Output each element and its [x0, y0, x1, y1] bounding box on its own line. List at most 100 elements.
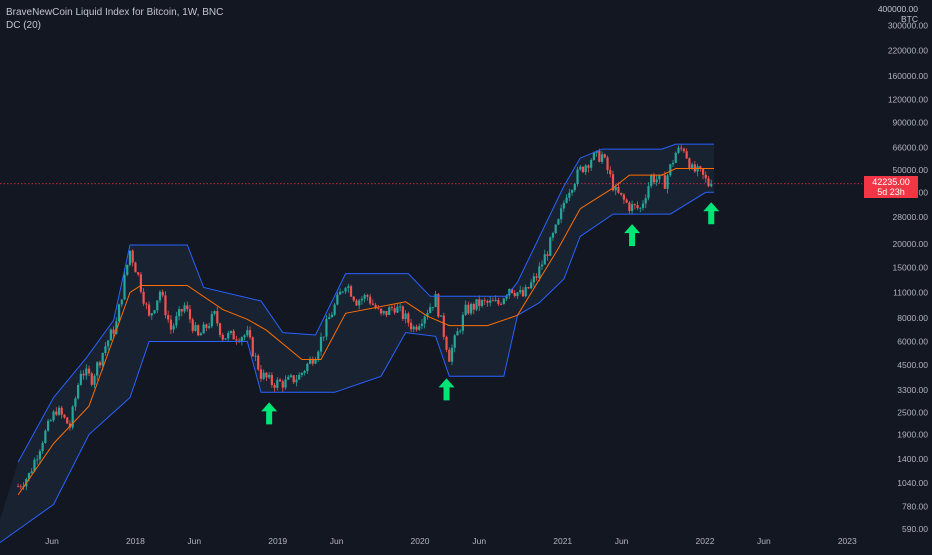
candle-body: [388, 307, 391, 316]
candle-body: [254, 355, 257, 357]
y-tick-label: 15000.00: [893, 262, 929, 272]
candle-body: [336, 294, 339, 305]
candle-body: [115, 321, 118, 334]
candle-body: [420, 323, 424, 327]
candle-body: [147, 304, 151, 316]
candle-body: [77, 384, 80, 399]
y-tick-label: 780.00: [902, 501, 928, 511]
buy-arrow-icon: [624, 224, 641, 247]
candle-body: [74, 398, 77, 407]
candle-body: [19, 486, 22, 488]
candle-body: [404, 313, 407, 320]
candle-body: [377, 308, 380, 310]
candle-body: [93, 375, 96, 385]
candle-body: [183, 305, 186, 312]
candle-body: [393, 308, 396, 313]
y-tick-label: 90000.00: [893, 118, 929, 128]
candle-body: [494, 299, 497, 302]
candle-body: [169, 319, 173, 330]
candle-body: [521, 290, 525, 297]
candle-body: [516, 292, 519, 297]
candle-body: [49, 420, 52, 422]
y-tick-label: 28000.00: [893, 212, 929, 222]
candle-body: [235, 339, 238, 341]
candle-body: [112, 329, 115, 334]
candle-body: [240, 337, 243, 342]
candle-body: [180, 309, 183, 312]
candle-body: [565, 197, 568, 203]
candle-body: [475, 299, 478, 310]
candle-body: [469, 303, 473, 314]
candle-body: [450, 347, 454, 362]
candle-body: [630, 204, 634, 211]
candle-body: [268, 374, 271, 378]
candle-body: [628, 202, 631, 211]
axis-unit-label: BTC: [901, 14, 918, 24]
candle-body: [101, 352, 104, 366]
candle-body: [82, 373, 85, 376]
y-tick-label: 50000.00: [893, 165, 929, 175]
last-price-tag[interactable]: 42235.00 5d 23h: [864, 175, 918, 198]
buy-arrow-icon: [703, 202, 720, 225]
candle-body: [243, 335, 246, 338]
candle-body: [194, 325, 197, 331]
candle-body: [671, 162, 675, 165]
y-tick-label: 300000.00: [888, 20, 928, 30]
candle-body: [532, 276, 535, 283]
candle-body: [680, 147, 683, 149]
candle-body: [505, 295, 508, 299]
chart-title[interactable]: BraveNewCoin Liquid Index for Bitcoin, 1…: [6, 7, 224, 18]
candle-body: [467, 304, 470, 314]
y-tick-label: 1040.00: [897, 478, 928, 488]
candle-body: [270, 374, 273, 385]
x-tick-label: Jun: [472, 536, 486, 546]
candle-body: [636, 205, 639, 209]
candle-body: [298, 374, 301, 380]
candle-body: [128, 250, 132, 265]
candle-body: [407, 313, 410, 323]
candle-body: [246, 330, 249, 336]
candle-body: [579, 166, 582, 170]
candle-body: [453, 335, 456, 348]
candle-body: [120, 299, 123, 305]
candle-body: [584, 165, 587, 173]
candle-body: [614, 186, 617, 191]
x-tick-label: Jun: [757, 536, 771, 546]
candle-body: [600, 154, 604, 162]
y-tick-label: 120000.00: [888, 94, 928, 104]
candle-body: [693, 164, 696, 172]
candle-body: [704, 174, 707, 179]
last-price-label: 42235.00: [872, 176, 910, 187]
candle-body: [314, 359, 317, 364]
candle-body: [333, 304, 336, 315]
candle-body: [448, 349, 451, 362]
candle-body: [90, 373, 93, 385]
x-tick-label: 2018: [126, 536, 145, 546]
candle-body: [161, 291, 164, 296]
candle-body: [581, 166, 585, 173]
candle-body: [409, 322, 413, 330]
candle-body: [213, 311, 216, 314]
candle-body: [426, 313, 429, 317]
candle-body: [202, 324, 205, 334]
candle-body: [27, 473, 31, 480]
candle-body: [480, 300, 484, 306]
x-tick-label: Jun: [330, 536, 344, 546]
candle-body: [644, 198, 647, 204]
candle-body: [513, 293, 516, 297]
candle-body: [625, 199, 628, 203]
candle-body: [262, 372, 265, 379]
candle-body: [177, 309, 181, 317]
candle-body: [216, 311, 219, 324]
candle-body: [265, 372, 268, 378]
x-tick-label: 2022: [696, 536, 715, 546]
x-tick-label: Jun: [45, 536, 59, 546]
candle-body: [396, 306, 399, 313]
candle-body: [325, 319, 328, 337]
candle-body: [289, 375, 293, 377]
indicator-label[interactable]: DC (20): [6, 20, 42, 31]
candle-body: [16, 486, 20, 488]
candle-body: [483, 300, 486, 302]
